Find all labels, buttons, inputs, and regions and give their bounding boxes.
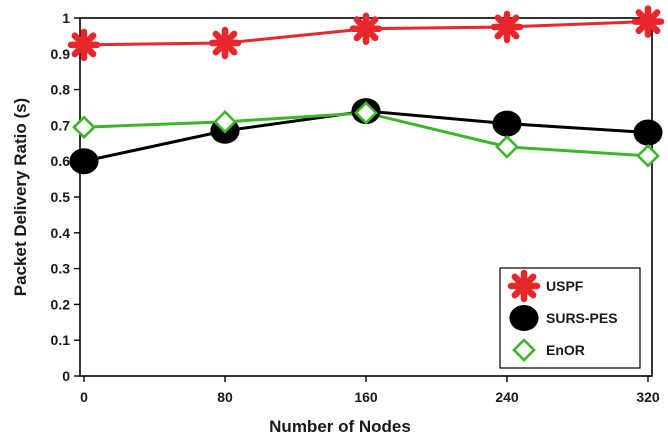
y-axis-ticks: 0 0.1 0.2 0.3 0.4 0.5 0.6 0.7 0.8 0.9 1 [51, 10, 80, 384]
y-tick-label: 0 [62, 368, 70, 384]
data-point-enor [72, 115, 96, 140]
y-tick-label: 0.8 [51, 82, 71, 98]
data-point-uspf [490, 10, 524, 44]
legend-label: SURS-PES [546, 310, 618, 326]
y-tick-label: 0.2 [51, 296, 71, 312]
legend-label: EnOR [546, 342, 585, 358]
y-tick-label: 0.5 [51, 189, 71, 205]
x-axis-ticks: 0 80 160 240 320 [80, 376, 660, 405]
y-tick-label: 0.4 [51, 225, 71, 241]
data-point-uspf [349, 12, 383, 45]
x-tick-label: 160 [354, 389, 378, 405]
data-point-surs-pes [492, 110, 522, 137]
y-tick-label: 1 [62, 10, 70, 26]
y-tick-label: 0.9 [51, 46, 71, 62]
data-point-enor [495, 135, 519, 159]
x-tick-label: 320 [636, 389, 660, 405]
legend-items: USPF SURS-PES EnOR [507, 269, 618, 362]
series-markers [67, 5, 665, 175]
y-tick-label: 0.6 [51, 153, 71, 169]
y-tick-label: 0.3 [51, 261, 71, 277]
y-axis-title: Packet Delivery Ratio (s) [11, 98, 30, 296]
legend-marker-surs-pes [509, 305, 539, 331]
data-point-uspf [631, 5, 665, 38]
x-tick-label: 0 [80, 389, 88, 405]
y-tick-label: 0.1 [51, 332, 71, 348]
data-point-uspf [67, 28, 101, 62]
y-tick-label: 0.7 [51, 117, 71, 133]
legend-marker-uspf [507, 269, 541, 303]
legend-item: SURS-PES [509, 305, 618, 331]
x-axis-title: Number of Nodes [269, 417, 411, 436]
data-point-uspf [208, 26, 242, 60]
legend-label: USPF [546, 278, 584, 294]
legend-item: USPF [507, 269, 584, 303]
data-point-enor [213, 109, 237, 134]
data-point-enor [636, 143, 660, 168]
legend: USPF SURS-PES EnOR [499, 267, 641, 369]
legend-item: EnOR [512, 338, 585, 362]
x-tick-label: 80 [217, 389, 233, 405]
legend-marker-enor [512, 338, 536, 362]
x-tick-label: 240 [495, 389, 519, 405]
data-point-surs-pes [633, 119, 663, 146]
data-point-enor [354, 101, 378, 125]
data-point-surs-pes [69, 148, 99, 175]
